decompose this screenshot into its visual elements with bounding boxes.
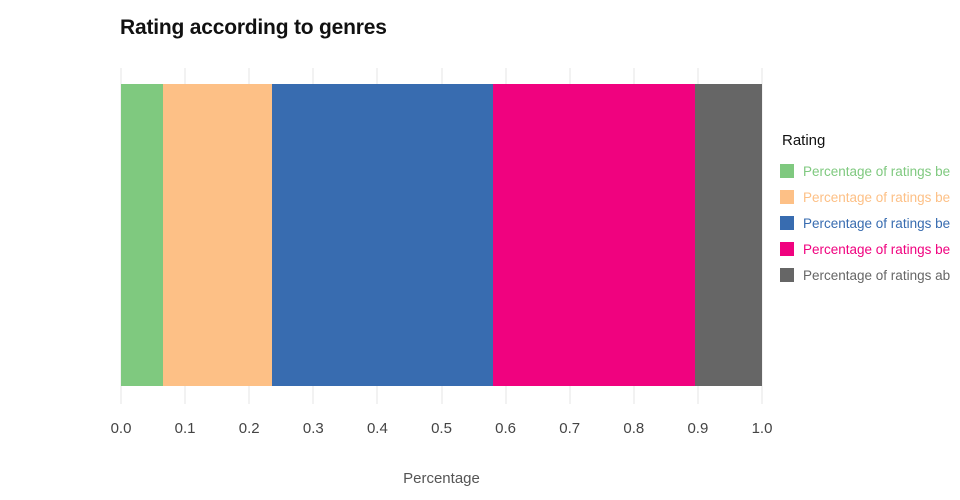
legend-item[interactable]: Percentage of ratings be (780, 158, 960, 184)
x-axis-title: Percentage (403, 470, 480, 487)
legend: Rating Percentage of ratings be Percentag… (780, 132, 960, 288)
legend-item[interactable]: Percentage of ratings be (780, 236, 960, 262)
x-tick-label: 0.7 (559, 420, 581, 437)
legend-label: Percentage of ratings be (803, 241, 951, 257)
legend-item[interactable]: Percentage of ratings be (780, 210, 960, 236)
legend-item[interactable]: Percentage of ratings be (780, 184, 960, 210)
x-tick-label: 0.1 (174, 420, 196, 437)
x-tick-label: 0.2 (238, 420, 260, 437)
x-axis: 0.0 0.1 0.2 0.3 0.4 0.5 0.6 0.7 0.8 0.9 1.0 (111, 420, 773, 442)
x-tick-label: 0.9 (687, 420, 709, 437)
bar-segment[interactable] (121, 84, 163, 386)
plot-area (120, 68, 763, 404)
bar-segment[interactable] (694, 84, 762, 386)
legend-label: Percentage of ratings be (803, 215, 951, 231)
legend-swatch-icon (780, 268, 794, 282)
x-tick-label: 0.5 (431, 420, 452, 437)
bar-segment[interactable] (162, 84, 272, 386)
legend-label: Percentage of ratings be (803, 189, 951, 205)
legend-item[interactable]: Percentage of ratings ab (780, 262, 960, 288)
x-tick-label: 0.3 (302, 420, 324, 437)
legend-swatch-icon (780, 216, 794, 230)
legend-label: Percentage of ratings be (803, 163, 951, 179)
x-tick-label: 0.6 (495, 420, 517, 437)
stacked-bar (121, 84, 762, 386)
legend-items: Percentage of ratings be Percentage of ra… (780, 158, 960, 288)
x-tick-label: 0.0 (110, 420, 132, 437)
gridline (761, 68, 763, 404)
bar-segment[interactable] (492, 84, 695, 386)
legend-swatch-icon (780, 164, 794, 178)
x-tick-label: 1.0 (751, 420, 773, 437)
legend-label: Percentage of ratings ab (803, 267, 951, 283)
legend-swatch-icon (780, 190, 794, 204)
x-tick-label: 0.8 (623, 420, 645, 437)
bar-segment[interactable] (271, 84, 493, 386)
legend-swatch-icon (780, 242, 794, 256)
legend-title: Rating (782, 132, 826, 149)
x-tick-label: 0.4 (366, 420, 388, 437)
chart-title: Rating according to genres (120, 16, 387, 39)
